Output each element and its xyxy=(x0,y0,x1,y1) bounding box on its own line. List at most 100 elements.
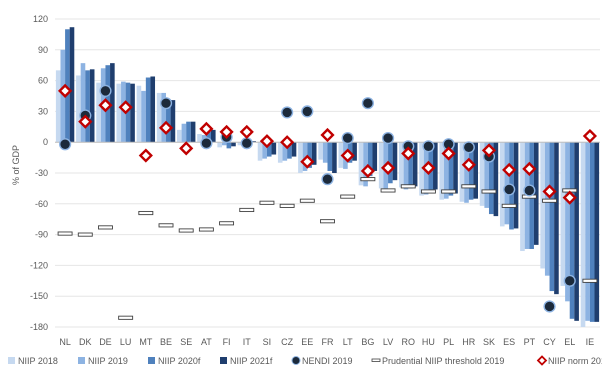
bar xyxy=(367,142,373,177)
threshold-marker xyxy=(138,210,154,216)
bar xyxy=(403,142,409,190)
y-tick-label: -180 xyxy=(30,322,48,332)
bar xyxy=(190,121,196,143)
x-tick-label: BG xyxy=(361,337,374,347)
bar xyxy=(231,142,236,147)
x-tick-label: SE xyxy=(180,337,192,347)
bar xyxy=(130,83,135,143)
legend-label: NIIP 2018 xyxy=(18,356,58,366)
bar xyxy=(287,142,292,159)
bar xyxy=(473,142,478,199)
bar xyxy=(311,142,317,165)
bar xyxy=(399,142,404,188)
bar xyxy=(307,142,312,168)
y-tick-label: 60 xyxy=(38,76,48,86)
threshold-marker xyxy=(501,203,517,208)
x-tick-label: CZ xyxy=(281,337,293,347)
threshold-marker xyxy=(420,189,436,194)
bar xyxy=(237,142,243,146)
x-tick-label: IT xyxy=(243,337,252,347)
bar xyxy=(372,142,378,171)
bar xyxy=(589,142,595,322)
bar xyxy=(493,142,499,217)
legend-label: NENDI 2019 xyxy=(302,356,353,366)
y-tick-label: -90 xyxy=(35,230,48,240)
x-tick-label: FR xyxy=(322,337,334,347)
niip-norm-marker xyxy=(380,160,396,175)
threshold-marker xyxy=(400,184,416,189)
y-tick-label: 0 xyxy=(43,137,48,147)
nendi-marker xyxy=(58,138,72,151)
legend-label: NIIP 2020f xyxy=(158,356,201,366)
threshold-marker xyxy=(582,278,598,283)
legend-item: Prudential NIIP threshold 2019 xyxy=(371,356,504,366)
threshold-marker xyxy=(158,223,174,228)
bar xyxy=(318,142,323,160)
bar xyxy=(533,142,539,245)
bar xyxy=(291,142,297,157)
bar xyxy=(448,142,454,196)
y-tick-label: 120 xyxy=(33,14,48,24)
nendi-marker xyxy=(422,140,435,153)
nendi-marker xyxy=(281,106,294,119)
bar xyxy=(459,142,465,202)
bar xyxy=(363,142,368,187)
y-axis-label: % of GDP xyxy=(11,145,21,185)
bar xyxy=(565,142,570,302)
niip-norm-marker xyxy=(179,141,194,156)
bar xyxy=(125,82,131,143)
x-tick-label: LT xyxy=(343,337,353,347)
bar xyxy=(80,63,86,143)
niip-norm-marker xyxy=(118,100,133,115)
bar xyxy=(569,142,575,319)
bar xyxy=(549,142,555,292)
nendi-marker xyxy=(301,105,314,118)
bar xyxy=(378,142,384,189)
x-tick-label: NL xyxy=(59,337,71,347)
nendi-marker xyxy=(381,131,395,145)
bar xyxy=(177,129,182,143)
nendi-marker xyxy=(361,97,374,110)
nendi-marker xyxy=(200,137,213,150)
bar xyxy=(504,142,510,225)
bar xyxy=(85,70,90,143)
markers xyxy=(57,83,598,320)
threshold-marker xyxy=(481,189,497,194)
x-tick-label: DK xyxy=(79,337,92,347)
y-tick-label: -30 xyxy=(35,168,48,178)
niip-norm-marker xyxy=(502,162,517,178)
x-tick-label: EE xyxy=(301,337,313,347)
bar xyxy=(60,49,66,143)
bar xyxy=(69,27,75,143)
legend-swatch xyxy=(220,357,227,364)
niip-norm-marker xyxy=(401,146,416,161)
bar xyxy=(89,69,95,143)
bar xyxy=(170,100,176,143)
x-tick-label: ES xyxy=(503,337,515,347)
bar xyxy=(251,141,256,143)
nendi-marker xyxy=(523,184,536,197)
x-tick-label: SI xyxy=(263,337,272,347)
threshold-marker xyxy=(279,203,295,208)
bar xyxy=(96,82,101,143)
x-tick-label: LV xyxy=(383,337,393,347)
niip-norm-marker xyxy=(78,114,93,129)
bar xyxy=(392,142,398,181)
legend-swatch xyxy=(78,357,85,364)
bar xyxy=(444,142,449,199)
bar xyxy=(594,142,600,322)
bar xyxy=(580,142,586,327)
threshold-marker xyxy=(380,188,396,193)
bar xyxy=(540,142,545,269)
bar xyxy=(266,142,272,157)
bar xyxy=(433,142,438,190)
legend-item: NIIP 2020f xyxy=(148,356,201,366)
nendi-marker xyxy=(341,131,354,145)
threshold-marker xyxy=(178,228,194,233)
threshold-marker xyxy=(299,198,315,203)
niip-norm-marker xyxy=(158,120,174,135)
y-tick-label: -60 xyxy=(35,199,48,209)
nendi-marker xyxy=(321,173,334,186)
bar xyxy=(156,92,162,143)
x-tick-label: HU xyxy=(422,337,435,347)
